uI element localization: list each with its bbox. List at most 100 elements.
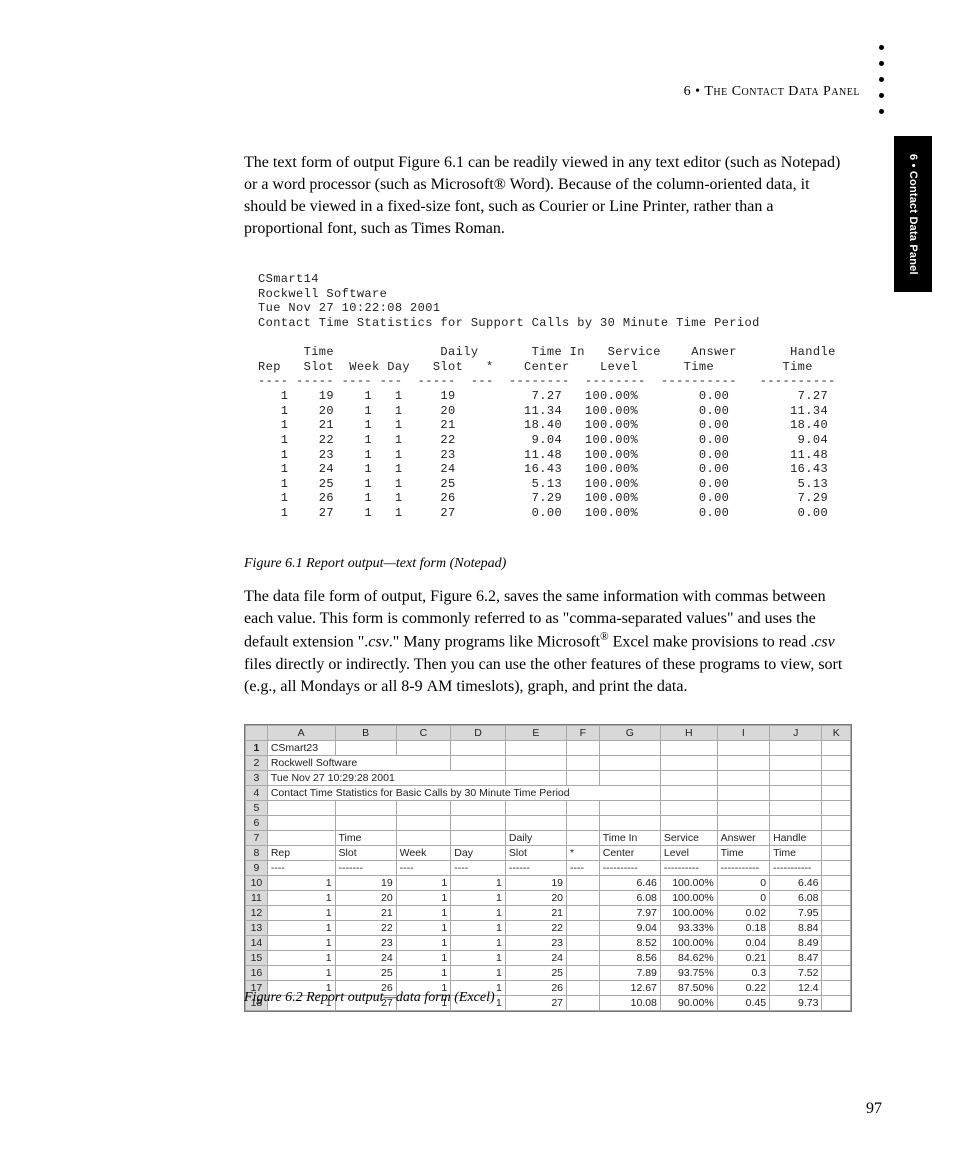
excel-cell [770, 741, 822, 756]
excel-cell: 22 [505, 921, 566, 936]
excel-cell: Slot [335, 846, 396, 861]
excel-cell: 0.02 [717, 906, 769, 921]
excel-cell [822, 771, 851, 786]
excel-cell: 8.52 [599, 936, 660, 951]
excel-cell: 1 [267, 936, 335, 951]
excel-cell: ---------- [599, 861, 660, 876]
excel-cell [567, 936, 600, 951]
excel-cell: 100.00% [660, 876, 717, 891]
excel-col-C: C [396, 726, 451, 741]
excel-rowhead: 15 [246, 951, 268, 966]
excel-cell: Handle [770, 831, 822, 846]
excel-cell: Rep [267, 846, 335, 861]
excel-cell: 1 [451, 936, 506, 951]
p2-c: Excel make provisions to read . [609, 633, 815, 650]
excel-rowhead: 1 [246, 741, 268, 756]
excel-cell [822, 741, 851, 756]
excel-cell: 0.21 [717, 951, 769, 966]
excel-cell [717, 816, 769, 831]
excel-cell [717, 756, 769, 771]
excel-cell [822, 756, 851, 771]
excel-cell [451, 741, 506, 756]
excel-cell: 24 [505, 951, 566, 966]
excel-rowhead: 12 [246, 906, 268, 921]
excel-cell [267, 816, 335, 831]
excel-rowhead: 2 [246, 756, 268, 771]
excel-cell: Service [660, 831, 717, 846]
p2-csv1: csv [368, 633, 388, 650]
excel-cell [660, 756, 717, 771]
excel-cell: 0.22 [717, 981, 769, 996]
excel-cell: Week [396, 846, 451, 861]
excel-cell: 1 [267, 906, 335, 921]
excel-col-D: D [451, 726, 506, 741]
excel-cell: ---------- [660, 861, 717, 876]
excel-cell [660, 786, 717, 801]
excel-cell: 21 [505, 906, 566, 921]
excel-cell: 1 [267, 891, 335, 906]
excel-cell [335, 801, 396, 816]
excel-cell: 12.67 [599, 981, 660, 996]
excel-row: 4Contact Time Statistics for Basic Calls… [246, 786, 851, 801]
excel-col-G: G [599, 726, 660, 741]
excel-cell [451, 831, 506, 846]
excel-cell [505, 771, 566, 786]
excel-cell: ---- [567, 861, 600, 876]
excel-cell: 10.08 [599, 996, 660, 1011]
excel-cell [822, 966, 851, 981]
excel-row: 5 [246, 801, 851, 816]
header-dots [879, 45, 884, 114]
excel-cell [567, 921, 600, 936]
excel-rowhead: 7 [246, 831, 268, 846]
excel-cell: Answer [717, 831, 769, 846]
excel-cell [822, 876, 851, 891]
excel-cell: 1 [396, 951, 451, 966]
excel-cell: 1 [396, 966, 451, 981]
excel-cell: 27 [505, 996, 566, 1011]
excel-cell [451, 816, 506, 831]
excel-cell: 25 [335, 966, 396, 981]
p2-csv2: csv [814, 633, 834, 650]
excel-cell [660, 801, 717, 816]
excel-cell: 84.62% [660, 951, 717, 966]
excel-cell: 1 [267, 966, 335, 981]
p2-am: AM [427, 678, 453, 695]
excel-cell: 1 [396, 876, 451, 891]
excel-cell [567, 771, 600, 786]
excel-cell [717, 741, 769, 756]
excel-rowhead: 10 [246, 876, 268, 891]
excel-cell: 25 [505, 966, 566, 981]
excel-cell [599, 771, 660, 786]
excel-row: 3Tue Nov 27 10:29:28 2001 [246, 771, 851, 786]
excel-cell: 1 [267, 876, 335, 891]
excel-cell [770, 756, 822, 771]
excel-cell: Tue Nov 27 10:29:28 2001 [267, 771, 505, 786]
side-tab: 6 • Contact Data Panel [894, 136, 932, 292]
excel-cell: 93.33% [660, 921, 717, 936]
excel-cell: Time [770, 846, 822, 861]
excel-cell: Center [599, 846, 660, 861]
excel-cell: 0 [717, 891, 769, 906]
excel-cell: 87.50% [660, 981, 717, 996]
excel-cell: ------ [505, 861, 566, 876]
excel-cell [822, 936, 851, 951]
excel-cell: 19 [335, 876, 396, 891]
excel-cell [567, 756, 600, 771]
excel-cell: 1 [396, 891, 451, 906]
excel-cell [822, 816, 851, 831]
p2-e: timeslots), graph, and print the data. [452, 678, 687, 695]
excel-cell: 9.73 [770, 996, 822, 1011]
excel-row: 1212111217.97100.00%0.027.95 [246, 906, 851, 921]
excel-col-J: J [770, 726, 822, 741]
excel-cell: 9.04 [599, 921, 660, 936]
paragraph-1: The text form of output Figure 6.1 can b… [244, 152, 848, 240]
excel-cell: 1 [396, 936, 451, 951]
excel-cell: ----------- [770, 861, 822, 876]
excel-rowhead: 16 [246, 966, 268, 981]
excel-cell [567, 876, 600, 891]
excel-cell [505, 801, 566, 816]
excel-rowhead: 5 [246, 801, 268, 816]
excel-cell: Daily [505, 831, 566, 846]
excel-cell [822, 906, 851, 921]
excel-cell [660, 741, 717, 756]
